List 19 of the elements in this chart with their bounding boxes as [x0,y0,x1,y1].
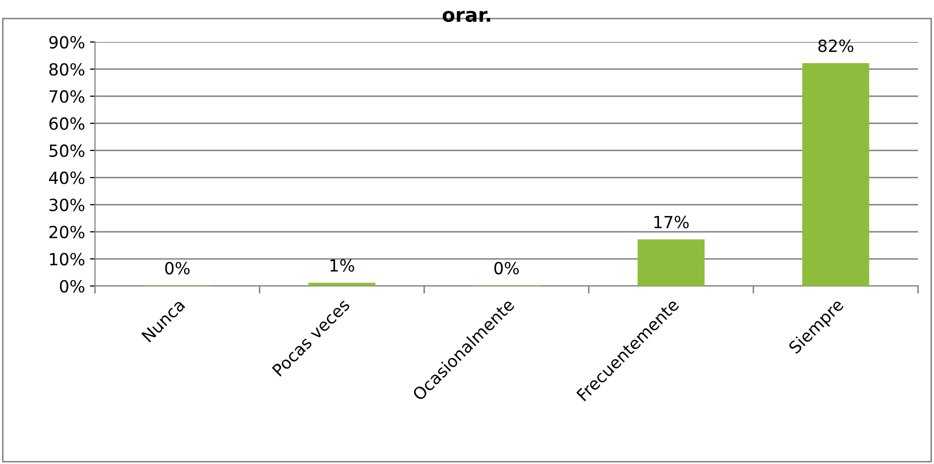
y-tick-label: 40% [49,172,84,184]
bar [308,282,376,286]
bar [638,239,705,286]
y-tick-label: 70% [50,90,84,103]
y-tick-label: 90% [49,36,84,49]
bar [802,63,870,286]
y-tick-label: 10% [50,252,84,266]
data-label: 17% [654,216,689,228]
data-label: 0% [494,262,519,274]
y-tick-label: 30% [50,198,84,212]
y-tick-label: 20% [49,226,84,238]
y-tick-label: 60% [49,117,84,130]
y-tick-label: 0% [60,280,84,293]
data-label: 0% [165,262,190,274]
data-label: 82% [818,40,854,52]
y-tick-label: 80% [49,63,84,76]
y-tick-label: 50% [50,144,84,158]
chart-title: orar. [442,10,490,22]
data-label: 1% [330,259,354,272]
